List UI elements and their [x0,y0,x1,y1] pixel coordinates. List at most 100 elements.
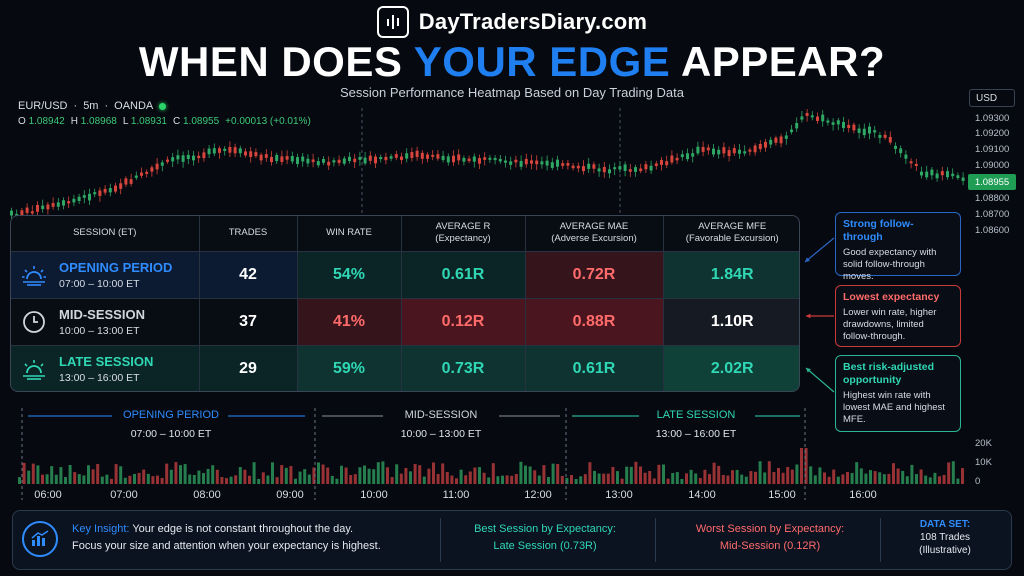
volume-bar [961,468,964,484]
candle-body [582,166,585,172]
volume-bar [183,464,187,484]
candle-body [665,161,669,166]
volume-bar [855,462,859,484]
price-tick: 1.09300 [975,113,1010,124]
volume-bar [100,476,104,484]
candle-body [160,162,164,166]
col-header-average-mfe: AVERAGE MFE (Favorable Excursion) [663,216,799,252]
candle-body [847,124,851,129]
volume-bar [142,469,146,484]
volume-tick: 20K [975,438,992,449]
insight-footer [12,510,1012,570]
volume-bar [165,463,169,484]
price-tick: 1.09200 [975,128,1010,139]
currency-selector[interactable]: USD [969,89,1015,107]
candle-body [327,161,331,166]
volume-bar [919,469,923,484]
session-time: 13:00 – 16:00 ET [59,371,140,384]
average-r-cell: 0.12R [401,298,526,346]
brand-name[interactable]: DayTradersDiary.com [418,9,648,34]
volume-bar [64,477,67,484]
volume-bar [735,469,739,484]
volume-bar [395,464,399,484]
chart-logo-icon [376,6,409,38]
volume-bar [915,474,918,484]
volume-bar [298,471,302,484]
candle-body [114,185,117,192]
candle-body [810,115,814,118]
volume-bar [91,469,95,484]
candle-body [426,154,429,159]
callout-body: Lower win rate, higher drawdowns, limite… [843,307,937,342]
volume-bar [31,463,35,484]
volume-bar [202,473,205,484]
volume-bar [36,465,40,484]
volume-bar [18,477,21,484]
candle-body [176,155,180,160]
candle-body [67,201,71,204]
volume-bar [441,463,445,484]
separator: · [104,100,109,112]
volume-bar [836,476,840,484]
volume-bar [261,472,265,484]
average-mae-cell: 0.72R [525,251,664,299]
candle-body [680,154,684,158]
candle-body [894,145,897,149]
average-mfe-cell: 1.10R [663,298,799,346]
candle-body [72,198,76,203]
candle-body [873,130,877,133]
volume-bar [459,469,463,484]
candle-body [389,156,393,159]
volume-bar [859,468,863,484]
price-tick: 1.08600 [975,225,1010,236]
volume-bar [174,462,178,484]
volume-bar [800,448,803,484]
callout-body: Good expectancy with solid follow-throug… [843,247,937,282]
table-row-opening: OPENING PERIOD 07:00 – 10:00 ET 42 54% 0… [11,251,799,299]
volume-bar [892,463,895,484]
candle-body [862,128,866,136]
high-value: 1.08968 [80,116,117,127]
candle-body [82,195,86,198]
page-subtitle: Session Performance Heatmap Based on Day… [340,85,684,100]
volume-bar [606,473,610,484]
volume-bar [114,464,118,484]
volume-bar [307,474,311,484]
worst-label: Worst Session by Expectancy: [695,523,845,535]
candle-body [25,207,29,213]
volume-bar [413,464,417,484]
volume-bar [422,476,426,484]
candle-body [764,141,767,148]
callout-body: Highest win rate with lowest MAE and hig… [843,390,945,425]
volume-bar [404,468,408,484]
candle-body [108,188,112,193]
candle-body [571,165,575,169]
candle-body [322,159,325,163]
volume-bar [901,470,905,484]
candle-body [358,157,362,160]
candle-body [842,121,845,129]
volume-bar [956,478,960,484]
volume-bar [252,462,256,484]
volume-bar [243,469,247,484]
table-row-mid: MID-SESSION 10:00 – 13:00 ET 37 41% 0.12… [11,298,799,346]
volume-bar [864,473,868,484]
symbol-info[interactable]: EUR/USD · 5m · OANDA [18,100,167,112]
candle-body [10,210,13,216]
candle-body [628,169,632,172]
candle-body [155,163,159,170]
price-tick: 1.08700 [975,209,1010,220]
candle-body [686,153,689,160]
candle-body [233,147,237,154]
volume-bar [634,461,638,484]
title-before: WHEN DOES [138,38,414,85]
session-cell: MID-SESSION 10:00 – 13:00 ET [11,298,200,346]
candle-body [306,158,310,164]
open-value: 1.08942 [28,116,65,127]
candle-body [805,113,809,116]
time-tick: 15:00 [768,489,796,501]
volume-bar [22,462,26,484]
volume-bar [878,472,882,484]
candle-body [930,169,934,176]
volume-bar [703,469,707,484]
